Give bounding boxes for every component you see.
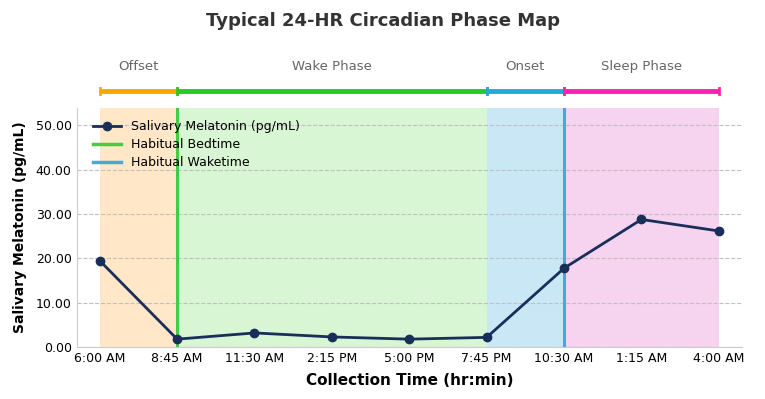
Text: Offset: Offset (119, 60, 158, 73)
Bar (564, 108, 719, 347)
Bar (487, 108, 564, 347)
Legend: Salivary Melatonin (pg/mL), Habitual Bedtime, Habitual Waketime: Salivary Melatonin (pg/mL), Habitual Bed… (90, 117, 303, 173)
Text: Wake Phase: Wake Phase (292, 60, 372, 73)
Y-axis label: Salivary Melatonin (pg/mL): Salivary Melatonin (pg/mL) (13, 122, 28, 333)
Text: Typical 24-HR Circadian Phase Map: Typical 24-HR Circadian Phase Map (206, 12, 559, 30)
X-axis label: Collection Time (hr:min): Collection Time (hr:min) (305, 373, 513, 388)
Text: Onset: Onset (506, 60, 545, 73)
Text: Sleep Phase: Sleep Phase (601, 60, 682, 73)
Bar (99, 108, 177, 347)
Bar (177, 108, 487, 347)
